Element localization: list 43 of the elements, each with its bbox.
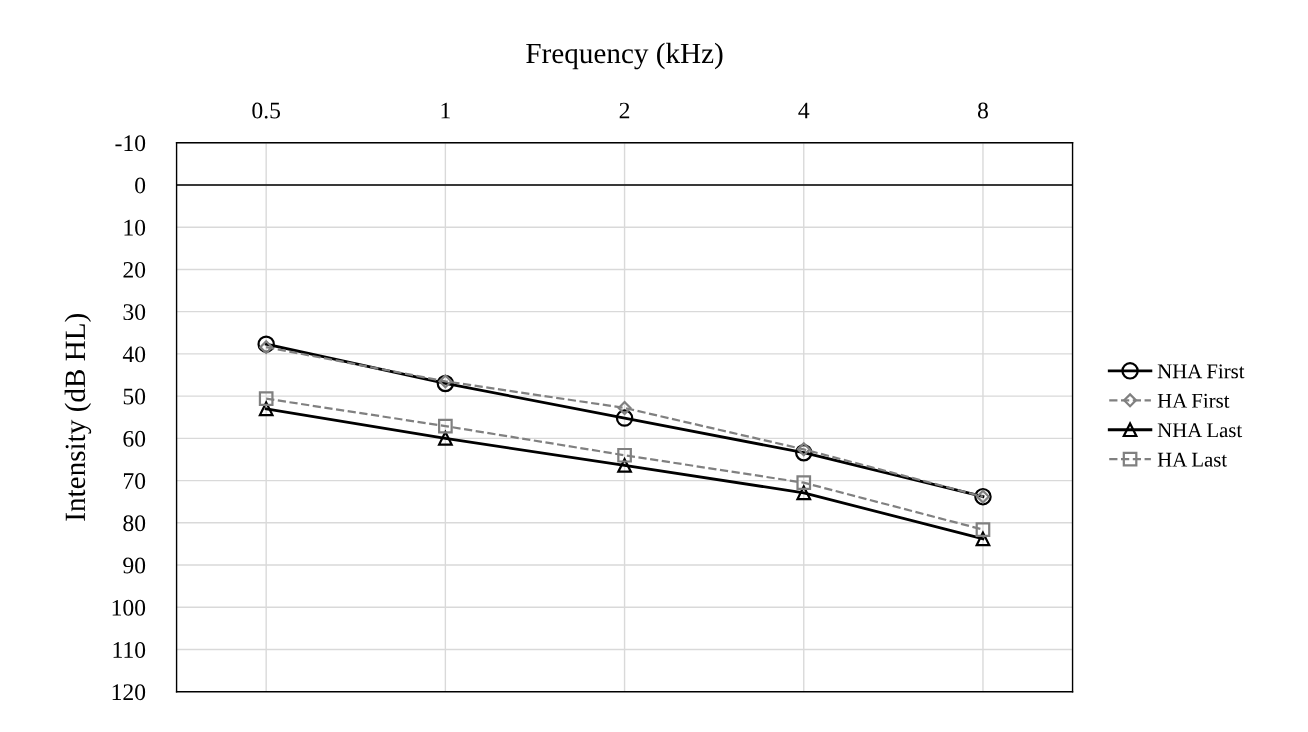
y-tick-label: -10 xyxy=(115,135,146,152)
y-tick-label: 90 xyxy=(123,557,146,574)
point xyxy=(259,340,274,355)
y-tick-label: 110 xyxy=(113,642,146,658)
legend-label: NHA First xyxy=(1157,364,1245,379)
point xyxy=(438,418,453,434)
x-tick-label: 8 xyxy=(977,102,988,119)
point xyxy=(438,374,453,389)
point xyxy=(617,447,632,463)
legend-label: HA Last xyxy=(1157,452,1228,467)
point xyxy=(257,335,275,353)
legend-label: NHA Last xyxy=(1157,423,1243,438)
y-tick-label: 20 xyxy=(123,261,146,278)
point xyxy=(438,431,453,446)
y-tick-label: 80 xyxy=(123,515,146,532)
y-axis-title: Intensity (dB HL) xyxy=(64,314,92,521)
point xyxy=(975,531,991,547)
x-tick-label: 0.5 xyxy=(252,102,281,119)
y-tick-label: 0 xyxy=(135,177,146,194)
point xyxy=(617,400,632,415)
x-tick-label: 1 xyxy=(441,102,450,119)
legend-label: HA First xyxy=(1157,393,1230,408)
x-axis-title: Frequency (kHz) xyxy=(526,42,723,70)
point xyxy=(258,391,274,407)
point xyxy=(436,374,455,393)
point xyxy=(975,522,991,537)
point xyxy=(796,485,812,501)
point xyxy=(615,409,634,427)
point xyxy=(617,458,632,473)
y-tick-label: 40 xyxy=(122,346,146,363)
point xyxy=(796,475,812,491)
x-tick-label: 2 xyxy=(619,102,630,119)
y-tick-label: 60 xyxy=(123,430,146,447)
x-tick-label: 4 xyxy=(798,102,810,119)
point xyxy=(795,443,813,462)
y-tick-label: 100 xyxy=(112,599,146,616)
y-tick-label: 10 xyxy=(124,219,146,236)
y-tick-label: 30 xyxy=(123,304,146,321)
y-tick-label: 120 xyxy=(112,684,146,701)
point xyxy=(796,442,811,457)
y-tick-label: 70 xyxy=(123,473,146,490)
y-tick-label: 50 xyxy=(123,388,146,405)
point xyxy=(258,401,274,417)
